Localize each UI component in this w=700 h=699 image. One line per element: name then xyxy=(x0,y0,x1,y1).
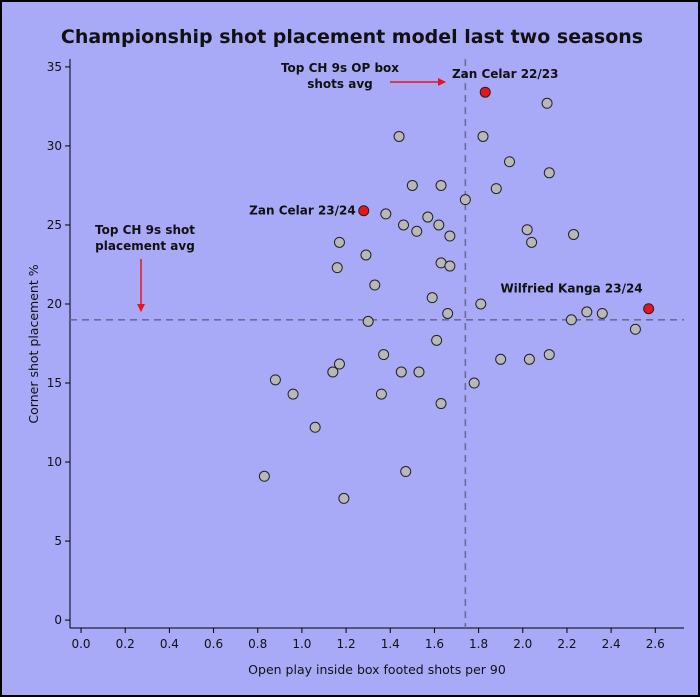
reference-lines xyxy=(70,59,684,628)
annotation-text: placement avg xyxy=(95,239,195,253)
data-point xyxy=(495,353,507,365)
data-point xyxy=(521,224,533,236)
x-tick-label: 0.6 xyxy=(204,637,223,651)
data-points: Zan Celar 22/23 Zan Celar 23/24 Wilfried K… xyxy=(249,67,655,504)
x-tick-label: 2.0 xyxy=(513,637,532,651)
data-point xyxy=(369,279,381,291)
data-point xyxy=(269,374,281,386)
data-point xyxy=(475,298,487,310)
data-point xyxy=(258,470,270,482)
x-tick-label: 2.6 xyxy=(646,637,665,651)
y-tick-label: 0 xyxy=(54,613,62,627)
highlight-point xyxy=(358,205,370,217)
data-point xyxy=(398,219,410,231)
data-point xyxy=(380,208,392,220)
annotations: Top CH 9s OP box shots avg Top CH 9s shot p… xyxy=(95,61,446,312)
x-tick-label: 1.0 xyxy=(292,637,311,651)
y-tick-label: 20 xyxy=(47,297,62,311)
y-tick-label: 35 xyxy=(47,60,62,74)
x-tick-label: 0.8 xyxy=(248,637,267,651)
data-point xyxy=(406,179,418,191)
annotation-text: Top CH 9s shot xyxy=(95,223,195,237)
data-point xyxy=(459,194,471,206)
data-point xyxy=(581,306,593,318)
data-point xyxy=(435,179,447,191)
y-tick-label: 15 xyxy=(47,376,62,390)
y-axis-title: Corner shot placement % xyxy=(26,264,41,423)
chart-title: Championship shot placement model last t… xyxy=(61,26,643,48)
data-point xyxy=(477,130,489,142)
data-point xyxy=(543,349,555,361)
point-label: Zan Celar 23/24 xyxy=(249,204,356,218)
data-point xyxy=(435,398,447,410)
data-point xyxy=(395,366,407,378)
data-point xyxy=(411,225,423,237)
data-point xyxy=(426,292,438,304)
data-point xyxy=(565,314,577,326)
data-point xyxy=(543,167,555,179)
data-point xyxy=(541,97,553,109)
data-point xyxy=(568,228,580,240)
data-point xyxy=(444,230,456,242)
data-point xyxy=(333,236,345,248)
axes: 0.0 0.2 0.4 0.6 0.8 1.0 1.2 1.4 1.6 1.8 2.0 2.2 2.4 2… xyxy=(47,59,684,651)
y-tick-label: 30 xyxy=(47,139,62,153)
x-tick-label: 0.4 xyxy=(160,637,179,651)
data-point xyxy=(327,366,339,378)
annotation-text: shots avg xyxy=(307,77,373,91)
annotation-text: Top CH 9s OP box xyxy=(281,61,399,75)
x-tick-label: 1.2 xyxy=(337,637,356,651)
data-point xyxy=(338,492,350,504)
data-point xyxy=(393,130,405,142)
data-point xyxy=(504,156,516,168)
data-point xyxy=(378,349,390,361)
data-point xyxy=(523,353,535,365)
data-point xyxy=(490,183,502,195)
data-point xyxy=(422,211,434,223)
highlight-point xyxy=(643,303,655,315)
data-point xyxy=(444,260,456,272)
data-point xyxy=(331,262,343,274)
y-tick-label: 25 xyxy=(47,218,62,232)
data-point xyxy=(596,307,608,319)
x-axis-title: Open play inside box footed shots per 90 xyxy=(248,662,506,677)
x-tick-label: 1.4 xyxy=(381,637,400,651)
data-point xyxy=(442,307,454,319)
x-tick-label: 2.4 xyxy=(602,637,621,651)
point-label: Zan Celar 22/23 xyxy=(452,67,559,81)
data-point xyxy=(333,358,345,370)
data-point xyxy=(400,466,412,478)
data-point xyxy=(375,388,387,400)
x-tick-label: 2.2 xyxy=(557,637,576,651)
highlight-point xyxy=(479,86,491,98)
data-point xyxy=(287,388,299,400)
data-point xyxy=(309,421,321,433)
x-tick-label: 1.6 xyxy=(425,637,444,651)
x-tick-label: 0.0 xyxy=(71,637,90,651)
x-tick-label: 0.2 xyxy=(116,637,135,651)
x-tick-label: 1.8 xyxy=(469,637,488,651)
data-point xyxy=(629,323,641,335)
data-point xyxy=(526,236,538,248)
y-tick-label: 10 xyxy=(47,455,62,469)
data-point xyxy=(433,219,445,231)
data-point xyxy=(413,366,425,378)
data-point xyxy=(468,377,480,389)
y-tick-label: 5 xyxy=(54,534,62,548)
data-point xyxy=(431,334,443,346)
data-point xyxy=(362,315,374,327)
point-label: Wilfried Kanga 23/24 xyxy=(500,282,642,296)
data-point xyxy=(360,249,372,261)
